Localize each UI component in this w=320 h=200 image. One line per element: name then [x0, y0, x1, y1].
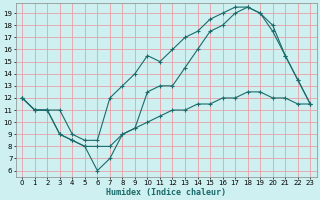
X-axis label: Humidex (Indice chaleur): Humidex (Indice chaleur) [106, 188, 226, 197]
